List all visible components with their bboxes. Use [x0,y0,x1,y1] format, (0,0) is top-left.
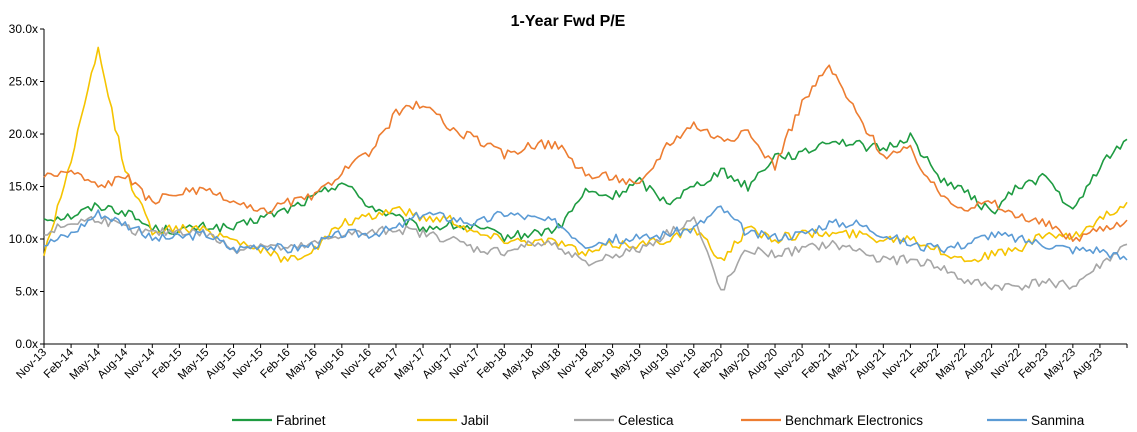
series-line-jabil [43,46,1128,263]
axes: 0.0x5.0x10.0x15.0x20.0x25.0x30.0xNov-13F… [9,22,1128,382]
legend-label: Sanmina [1031,413,1085,428]
x-tick-label: Nov-13 [14,347,49,382]
y-tick-label: 15.0x [9,180,38,194]
x-tick-label: Nov-21 [881,347,916,382]
x-tick-label: Nov-22 [989,347,1024,382]
x-tick-label: Nov-19 [664,347,699,382]
x-tick-label: Nov-20 [773,347,808,382]
series-line-sanmina [43,205,1128,261]
x-tick-label: Nov-17 [448,347,483,382]
x-tick-label: Nov-18 [556,347,591,382]
chart-title: 1-Year Fwd P/E [511,13,626,30]
x-tick-label: Nov-15 [231,347,266,382]
y-tick-label: 30.0x [9,22,38,36]
legend: Fabrinet Jabil Celestica Benchmark Electron… [232,413,1085,428]
series-line-celestica [44,215,1128,291]
y-tick-label: 25.0x [9,75,38,89]
y-tick-label: 10.0x [9,232,38,246]
x-tick-label: Nov-16 [339,347,374,382]
series-line-benchmark-electronics [43,64,1128,242]
legend-label: Jabil [461,413,489,428]
legend-label: Fabrinet [276,413,326,428]
x-tick-label: Aug-23 [1070,347,1105,382]
y-tick-label: 20.0x [9,127,38,141]
legend-label: Celestica [618,413,674,428]
y-tick-label: 5.0x [15,285,38,299]
legend-label: Benchmark Electronics [785,413,923,428]
series-line-fabrinet [43,132,1128,243]
y-tick-label: 0.0x [15,337,38,351]
series-group [43,46,1128,291]
